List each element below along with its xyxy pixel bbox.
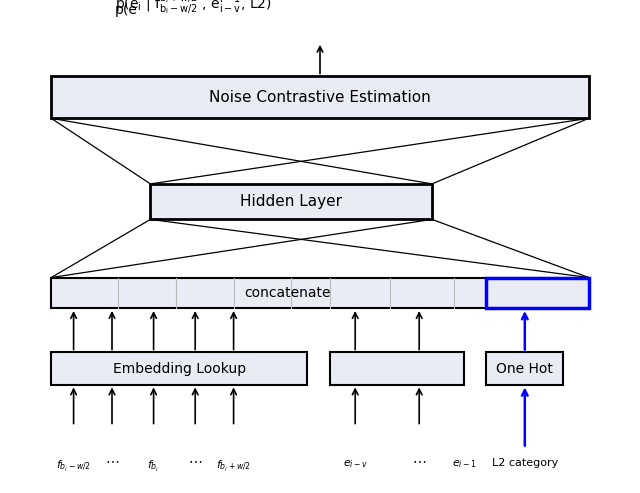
- Text: Embedding Lookup: Embedding Lookup: [113, 361, 246, 376]
- Text: Noise Contrastive Estimation: Noise Contrastive Estimation: [209, 90, 431, 105]
- FancyBboxPatch shape: [51, 278, 589, 308]
- Text: $\cdots$: $\cdots$: [188, 454, 202, 467]
- FancyBboxPatch shape: [51, 76, 589, 118]
- FancyBboxPatch shape: [330, 352, 464, 385]
- FancyBboxPatch shape: [150, 184, 432, 219]
- Text: $e_{i-1}$: $e_{i-1}$: [452, 458, 476, 470]
- FancyBboxPatch shape: [51, 352, 307, 385]
- Text: $\cdots$: $\cdots$: [412, 454, 426, 467]
- Text: One Hot: One Hot: [497, 361, 553, 376]
- Text: p(e: p(e: [115, 3, 138, 17]
- Text: $f_{b_i+w/2}$: $f_{b_i+w/2}$: [216, 458, 251, 474]
- Text: p(e$_{\mathregular{i}}$ | f$^{\mathregular{b_i+w/2}}_{\mathregular{b_i-w/2}}$ , : p(e$_{\mathregular{i}}$ | f$^{\mathregul…: [115, 0, 272, 17]
- Text: L2 category: L2 category: [492, 458, 558, 468]
- FancyBboxPatch shape: [486, 352, 563, 385]
- Text: $f_{b_i}$: $f_{b_i}$: [147, 458, 160, 474]
- Text: Hidden Layer: Hidden Layer: [240, 194, 342, 209]
- Text: concatenate: concatenate: [244, 286, 331, 300]
- Text: $\cdots$: $\cdots$: [105, 454, 119, 467]
- Text: $f_{b_i-w/2}$: $f_{b_i-w/2}$: [56, 458, 91, 474]
- Text: $e_{i-v}$: $e_{i-v}$: [342, 458, 368, 470]
- FancyBboxPatch shape: [486, 278, 589, 308]
